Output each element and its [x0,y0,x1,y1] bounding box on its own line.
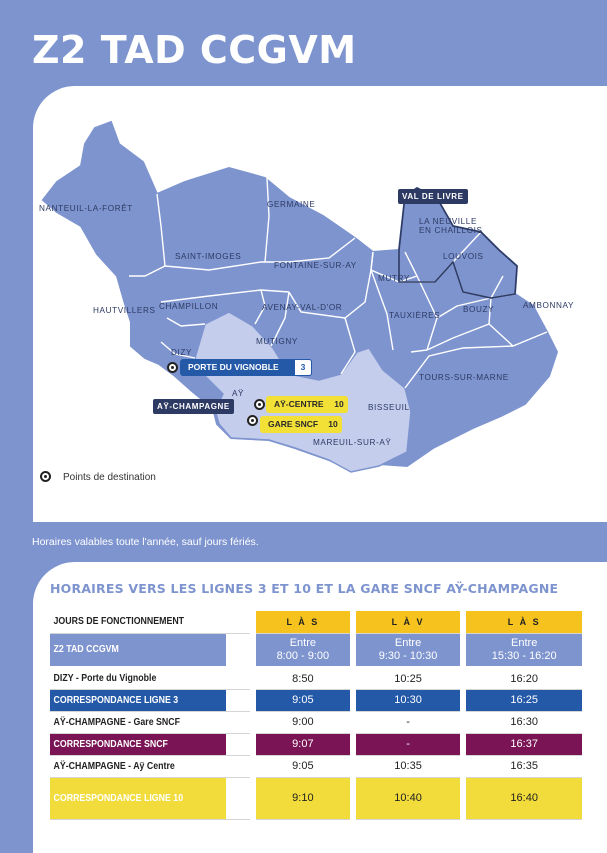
commune-avenay: AVENAY-VAL-D'OR [262,303,342,312]
commune-ay: AŸ [232,388,244,398]
table-row: DIZY - Porte du Vignoble 8:50 10:25 16:2… [50,667,582,690]
header-label: JOURS DE FONCTIONNEMENT [50,611,226,634]
time-cell: 8:50 [256,667,350,690]
commune-map: NANTEUIL-LA-FORÊT GERMAINE LA NEUVILLE E… [39,120,574,473]
table-row: AŸ-CHAMPAGNE - Aÿ Centre 9:05 10:35 16:3… [50,755,582,778]
row-label: AŸ-CHAMPAGNE - Aÿ Centre [50,755,226,778]
time-window: Entre 9:30 - 10:30 [355,633,461,669]
commune-mutry: MUTRY [378,274,410,283]
commune-saint-imoges: SAINT-IMOGES [175,252,241,261]
destination-point-gare [247,415,258,426]
territory-shape [41,120,559,472]
time-cell: 16:30 [466,711,582,734]
row-label: CORRESPONDANCE LIGNE 10 [50,777,226,820]
time-cell: 16:25 [466,689,582,712]
time-cell: 16:40 [466,777,582,820]
time-window: Entre 15:30 - 16:20 [466,633,582,669]
commune-tours: TOURS-SUR-MARNE [419,373,509,382]
time-window: Entre 8:00 - 9:00 [256,633,350,669]
commune-bouzy: BOUZY [463,305,494,314]
commune-louvois: LOUVOIS [443,252,484,261]
time-cell: 9:05 [256,689,350,712]
row-label: Z2 TAD CCGVM [50,633,226,669]
time-cell: - [355,711,461,734]
commune-bisseuil: BISSEUIL [368,403,410,412]
schedule-table: JOURS DE FONCTIONNEMENT L À S L À V L À … [50,611,582,820]
commune-fontaine: FONTAINE-SUR-AY [274,261,357,270]
commune-mutigny: MUTIGNY [256,337,298,346]
table-row: Z2 TAD CCGVM Entre 8:00 - 9:00 Entre 9:30 … [50,633,582,669]
commune-germaine: GERMAINE [267,200,315,209]
commune-la-neuville-2: EN CHAILLOIS [419,226,483,235]
table-row: AŸ-CHAMPAGNE - Gare SNCF 9:00 - 16:30 [50,711,582,734]
schedule-title: HORAIRES VERS LES LIGNES 3 ET 10 ET LA G… [50,581,559,596]
time-cell: 10:30 [355,689,461,712]
time-cell: 16:20 [466,667,582,690]
time-cell: 9:05 [256,755,350,778]
commune-dizy: DIZY [171,348,192,357]
legend-point-icon [40,471,51,482]
time-cell: 16:37 [466,733,582,756]
line-10-badge: 10 [330,396,348,413]
commune-champillon: CHAMPILLON [159,302,218,311]
commune-val-de-livre: VAL DE LIVRE [398,189,468,204]
row-label: DIZY - Porte du Vignoble [50,667,226,690]
row-label: AŸ-CHAMPAGNE - Gare SNCF [50,711,226,734]
row-label: CORRESPONDANCE LIGNE 3 [50,689,226,712]
row-label: CORRESPONDANCE SNCF [50,733,226,756]
commune-nanteuil: NANTEUIL-LA-FORÊT [39,203,133,213]
destination-point-porte [167,362,178,373]
stop-gare-sncf: GARE SNCF 10 [260,416,342,433]
table-row: CORRESPONDANCE LIGNE 10 9:10 10:40 16:40 [50,777,582,820]
day-header: L À S [256,611,350,634]
time-cell: 10:35 [355,755,461,778]
commune-ay-champagne: AŸ-CHAMPAGNE [153,399,234,414]
page-title: Z2 TAD CCGVM [32,28,357,72]
day-header: L À V [355,611,461,634]
commune-tauxieres: TAUXIÈRES [389,310,440,320]
table-row: CORRESPONDANCE SNCF 9:07 - 16:37 [50,733,582,756]
stop-gare-label: GARE SNCF [268,419,319,429]
day-header: L À S [466,611,582,634]
time-cell: 10:25 [355,667,461,690]
commune-mareuil: MAREUIL-SUR-AŸ [313,437,391,447]
time-cell: 16:35 [466,755,582,778]
stop-porte-label: PORTE DU VIGNOBLE [188,362,279,372]
commune-ambonnay: AMBONNAY [523,301,574,310]
time-cell: 9:10 [256,777,350,820]
stop-porte-du-vignoble: PORTE DU VIGNOBLE 3 [180,359,312,376]
time-cell: 9:07 [256,733,350,756]
table-row: CORRESPONDANCE LIGNE 3 9:05 10:30 16:25 [50,689,582,712]
time-cell: - [355,733,461,756]
line-3-badge: 3 [294,359,312,376]
destination-point-ay-centre [254,399,265,410]
commune-hautvillers: HAUTVILLERS [93,306,156,315]
line-10-badge: 10 [324,416,342,433]
table-header-row: JOURS DE FONCTIONNEMENT L À S L À V L À … [50,611,582,634]
validity-note: Horaires valables toute l'année, sauf jo… [32,536,259,548]
time-cell: 10:40 [355,777,461,820]
time-cell: 9:00 [256,711,350,734]
stop-ay-centre: AŸ-CENTRE 10 [266,396,348,413]
legend-label: Points de destination [63,472,156,483]
commune-la-neuville-1: LA NEUVILLE [419,217,477,226]
stop-ay-centre-label: AŸ-CENTRE [274,399,324,409]
